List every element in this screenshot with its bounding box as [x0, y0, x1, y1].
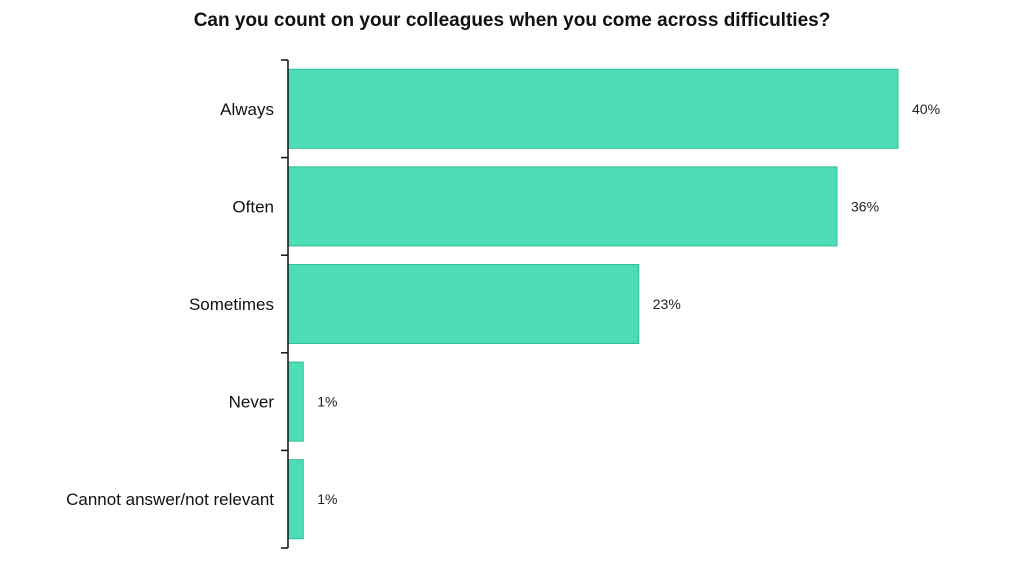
bar-2	[287, 263, 640, 345]
value-label-1: 36%	[851, 198, 879, 214]
category-label-2: Sometimes	[189, 295, 274, 314]
bar-1	[287, 166, 838, 247]
bar-4	[287, 459, 304, 540]
value-label-0: 40%	[912, 101, 940, 117]
category-label-1: Often	[232, 197, 274, 216]
category-label-4: Cannot answer/not relevant	[66, 490, 274, 509]
bar-0	[287, 68, 899, 149]
category-label-3: Never	[229, 393, 275, 412]
value-label-4: 1%	[317, 491, 337, 507]
value-label-2: 23%	[653, 296, 681, 312]
chart-title: Can you count on your colleagues when yo…	[193, 10, 831, 31]
bar-3	[287, 361, 304, 442]
value-label-3: 1%	[317, 394, 337, 410]
category-label-0: Always	[220, 100, 274, 119]
